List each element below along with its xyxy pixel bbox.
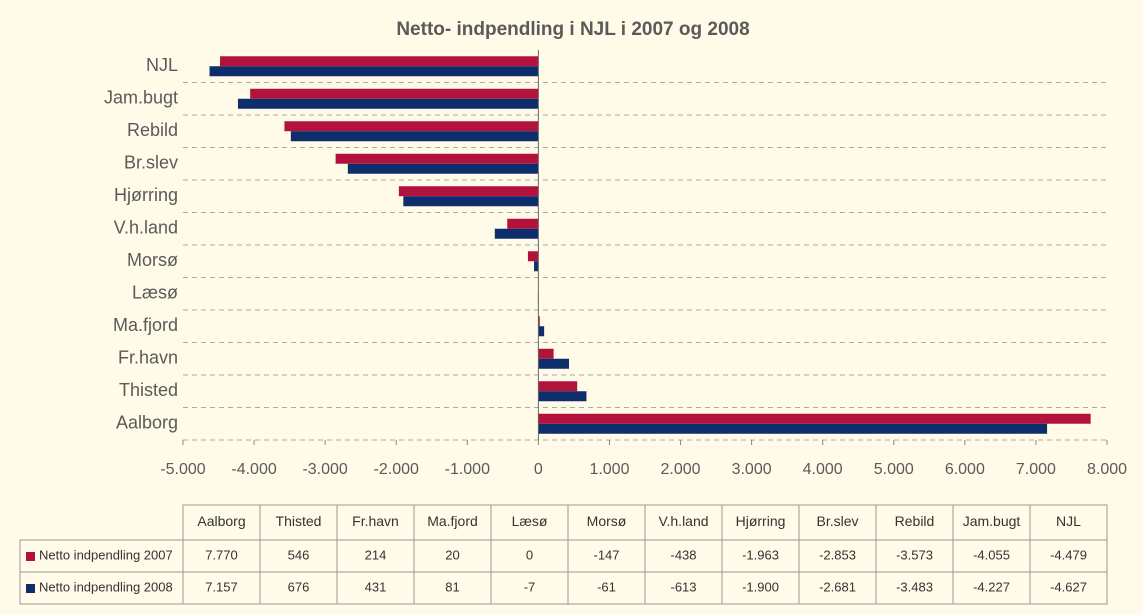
legend-swatch <box>26 584 35 593</box>
bar <box>347 163 539 174</box>
table-header: Jam.bugt <box>963 513 1021 529</box>
table-value: 546 <box>288 547 310 562</box>
table-value: -4.227 <box>973 579 1010 594</box>
bar <box>527 251 539 262</box>
table-value: 0 <box>526 547 533 562</box>
y-tick-label: Læsø <box>132 283 178 303</box>
y-tick-label: Rebild <box>127 120 178 140</box>
bar <box>507 218 539 229</box>
table-value: -147 <box>593 547 619 562</box>
table-header: Aalborg <box>197 513 245 529</box>
y-tick-label: V.h.land <box>114 218 178 238</box>
table-value: 20 <box>445 547 459 562</box>
table-value: -1.963 <box>742 547 779 562</box>
table-value: 214 <box>365 547 387 562</box>
y-tick-label: Jam.bugt <box>104 88 178 108</box>
x-tick-label: 7.000 <box>1016 461 1056 478</box>
table-value: -613 <box>670 579 696 594</box>
legend-label: Netto indpendling 2008 <box>39 579 173 594</box>
y-tick-label: Aalborg <box>116 413 178 433</box>
x-tick-label: -5.000 <box>160 461 205 478</box>
bar <box>220 56 539 67</box>
x-tick-label: -4.000 <box>231 461 276 478</box>
bar <box>538 316 540 327</box>
bar <box>538 326 545 337</box>
bar <box>284 121 539 132</box>
bar <box>237 98 539 109</box>
table-value: -2.853 <box>819 547 856 562</box>
table-value: -61 <box>597 579 616 594</box>
x-tick-label: 6.000 <box>945 461 985 478</box>
table-header: Læsø <box>512 513 548 529</box>
bar <box>538 413 1091 424</box>
x-tick-label: 5.000 <box>874 461 914 478</box>
y-tick-label: Thisted <box>119 380 178 400</box>
table-value: 431 <box>365 579 387 594</box>
bar <box>538 423 1048 434</box>
bar <box>250 88 539 99</box>
table-value: 676 <box>288 579 310 594</box>
table-header: NJL <box>1056 513 1081 529</box>
legend-label: Netto indpendling 2007 <box>39 547 173 562</box>
y-tick-label: NJL <box>146 55 178 75</box>
x-tick-label: 3.000 <box>732 461 772 478</box>
table-value: 81 <box>445 579 459 594</box>
x-tick-label: -2.000 <box>374 461 419 478</box>
table-value: -1.900 <box>742 579 779 594</box>
table-row <box>19 571 1108 605</box>
table-value: 7.157 <box>205 579 238 594</box>
x-tick-label: -1.000 <box>445 461 490 478</box>
x-tick-label: 2.000 <box>661 461 701 478</box>
bar <box>403 196 539 207</box>
y-tick-label: Hjørring <box>114 185 178 205</box>
bar <box>538 358 570 369</box>
bar <box>538 381 578 392</box>
y-tick-label: Ma.fjord <box>113 315 178 335</box>
bar <box>290 131 539 142</box>
legend-swatch <box>26 552 35 561</box>
x-tick-label: -3.000 <box>302 461 347 478</box>
y-tick-label: Morsø <box>127 250 178 270</box>
bar <box>534 261 539 272</box>
bar <box>494 228 539 239</box>
table-header: Rebild <box>895 513 935 529</box>
table-value: 7.770 <box>205 547 238 562</box>
table-header: Ma.fjord <box>427 513 478 529</box>
table-header: Morsø <box>587 513 627 529</box>
x-tick-label: 4.000 <box>803 461 843 478</box>
table-value: -4.055 <box>973 547 1010 562</box>
table-value: -7 <box>524 579 536 594</box>
x-tick-label: 1.000 <box>589 461 629 478</box>
table-header: Hjørring <box>736 513 786 529</box>
bar <box>538 391 587 402</box>
table-header: Thisted <box>276 513 322 529</box>
table-value: -438 <box>670 547 696 562</box>
table-header: V.h.land <box>658 513 708 529</box>
bar <box>209 66 539 77</box>
table-header: Br.slev <box>816 513 858 529</box>
bar <box>335 153 539 164</box>
x-tick-label: 0 <box>534 461 543 478</box>
x-tick-label: 8.000 <box>1087 461 1127 478</box>
bar <box>538 348 554 359</box>
table-value: -4.479 <box>1050 547 1087 562</box>
table-value: -4.627 <box>1050 579 1087 594</box>
table-value: -2.681 <box>819 579 856 594</box>
table-value: -3.483 <box>896 579 933 594</box>
chart-title: Netto- indpendling i NJL i 2007 og 2008 <box>396 19 749 40</box>
table-header: Fr.havn <box>352 513 399 529</box>
y-tick-label: Br.slev <box>124 153 178 173</box>
bar <box>398 186 539 197</box>
y-tick-label: Fr.havn <box>118 348 178 368</box>
table-value: -3.573 <box>896 547 933 562</box>
